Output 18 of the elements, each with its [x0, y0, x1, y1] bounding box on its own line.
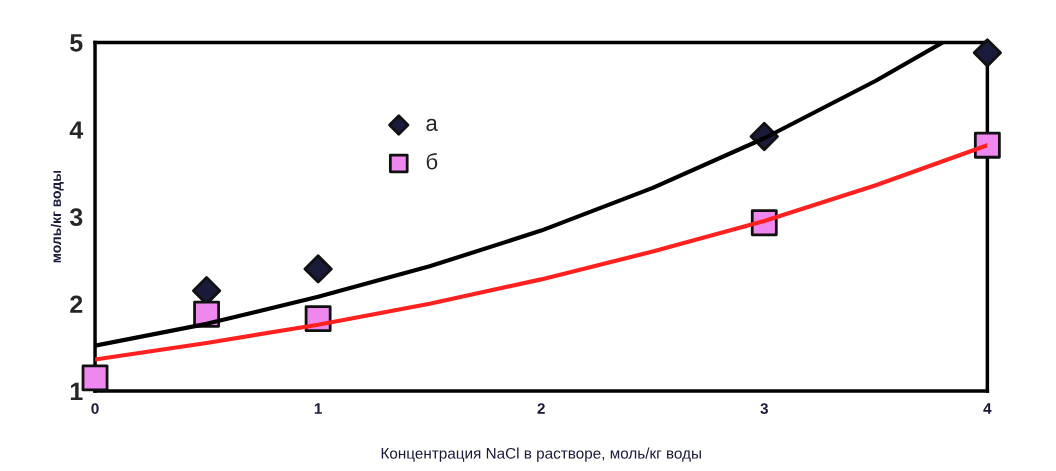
y-tick-label: 2: [70, 295, 83, 313]
legend-label: б: [426, 152, 438, 170]
x-axis-title: Концентрация NaCl в растворе, моль/кг воды: [381, 447, 701, 462]
x-tick-label: 3: [760, 403, 768, 414]
y-axis-title: моль/кг воды: [50, 170, 64, 263]
point: [972, 38, 1002, 68]
x-tick-label: 4: [983, 403, 992, 414]
point: [973, 131, 1001, 159]
point: [303, 254, 333, 284]
x-tick-label: 1: [314, 403, 322, 414]
y-tick-label: 4: [69, 121, 84, 139]
y-tick-label: 1: [70, 382, 83, 400]
legend-label: а: [426, 118, 438, 131]
y-tick-label: 3: [69, 208, 83, 226]
y-tick-label: 5: [70, 34, 83, 52]
x-tick-label: 0: [91, 403, 99, 414]
point: [81, 364, 109, 392]
x-tick-label: 2: [537, 403, 545, 414]
